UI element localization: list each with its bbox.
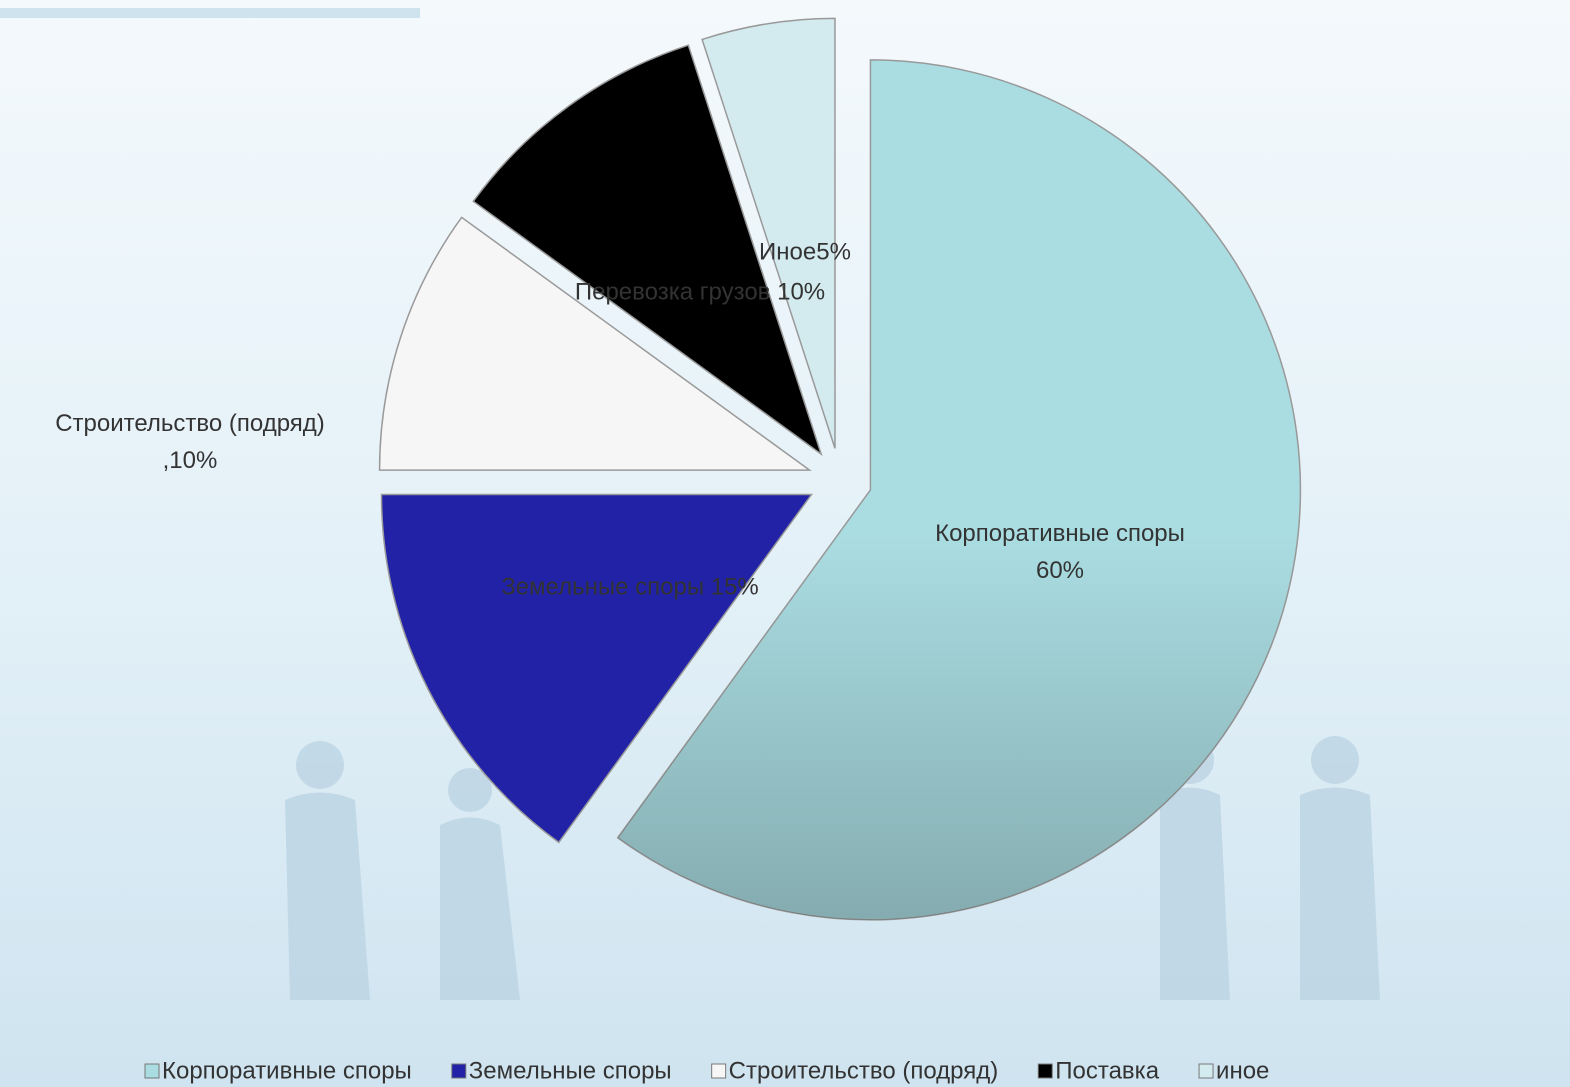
data-label: Перевозка грузов 10% (575, 278, 825, 305)
silhouettes (285, 736, 1380, 1000)
legend-label: Земельные споры (469, 1057, 672, 1084)
legend-swatch (144, 1063, 160, 1079)
data-label: Иное5% (759, 238, 851, 265)
legend: Корпоративные споры Земельные споры Строит… (144, 1057, 1269, 1084)
legend-swatch (711, 1063, 727, 1079)
legend-label: Корпоративные споры (162, 1057, 412, 1084)
legend-label: Поставка (1055, 1057, 1159, 1084)
data-labels: Перевозка грузов 10% Корпоративные споры 6… (55, 238, 1185, 600)
pie-slice (378, 216, 812, 471)
legend-swatch (1037, 1063, 1053, 1079)
data-label: Строительство (подряд) ,10% (55, 410, 325, 474)
legend-label: иное (1216, 1057, 1269, 1084)
legend-label: Строительство (подряд) (729, 1057, 999, 1084)
pie (378, 17, 1302, 921)
legend-swatch (451, 1063, 467, 1079)
pie-slice (472, 44, 823, 457)
slice-shade (617, 59, 1301, 920)
top-stripe (0, 8, 420, 18)
pie-slice (701, 17, 836, 449)
legend-swatch (1198, 1063, 1214, 1079)
data-label: Земельные споры 15% (501, 573, 759, 600)
pie-slice (380, 493, 813, 844)
data-label: Корпоративные споры 60% (935, 520, 1185, 584)
